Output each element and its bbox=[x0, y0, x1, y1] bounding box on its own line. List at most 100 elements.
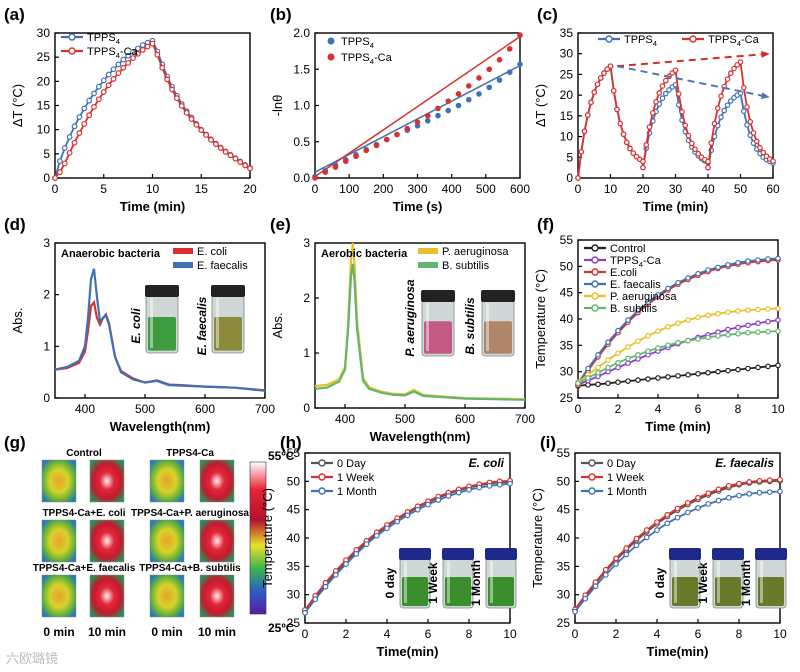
panel-f-legend-5-label: B. subtilis bbox=[610, 303, 658, 315]
panel-f-series-5-point-3 bbox=[605, 364, 611, 371]
panel-f-series-3-point-12 bbox=[695, 270, 701, 277]
panel-b-series-1-point-12 bbox=[435, 105, 441, 112]
panel-i-series-2-point-16 bbox=[736, 492, 742, 499]
panel-g-row-2-label-1: TPPS4-Ca+B. subtilis bbox=[139, 563, 241, 574]
panel-h-ytick-label-6: 55 bbox=[287, 446, 301, 460]
panel-f-series-5-point-13 bbox=[705, 334, 711, 341]
panel-f-series-0-point-2 bbox=[595, 381, 601, 388]
panel-c-ytick-label-7: 35 bbox=[560, 26, 574, 40]
panel-a-series-0-point-16 bbox=[130, 48, 136, 55]
panel-b-legend-0-marker bbox=[327, 37, 335, 45]
panel-i-series-1-point-5 bbox=[623, 545, 630, 552]
panel-i-series-1-point-18 bbox=[756, 477, 763, 484]
panel-f-series-5-point-5 bbox=[625, 355, 631, 362]
panel-f-legend-1-marker bbox=[591, 256, 599, 264]
panel-a-series-0-point-18 bbox=[139, 42, 146, 48]
panel-e-ytick-label-0: 0 bbox=[303, 401, 310, 415]
panel-e-title: Aerobic bacteria bbox=[321, 248, 408, 260]
panel-c-series-1-point-17 bbox=[630, 150, 637, 156]
panel-c-series-0-point-27 bbox=[659, 95, 666, 102]
panel-g-thermal-r1-c2 bbox=[149, 519, 185, 563]
panel-f-series-0-point-15 bbox=[725, 367, 731, 374]
panel-a-series-1-point-27 bbox=[183, 109, 190, 116]
panel-b-series-1-point-13 bbox=[445, 98, 452, 104]
panel-e-ylabel: Abs. bbox=[270, 312, 285, 338]
panel-d-ytick-label-0: 0 bbox=[43, 391, 50, 405]
panel-b-series-1-point-7 bbox=[383, 136, 390, 143]
panel-g-row-0-label-1: TPPS4-Ca bbox=[166, 448, 214, 459]
panel-f-series-1-point-17 bbox=[745, 322, 751, 329]
panel-c-ytick-label-6: 30 bbox=[560, 47, 574, 61]
panel-a-series-1-point-8 bbox=[91, 104, 97, 110]
panel-i-series-1-point-20 bbox=[777, 476, 783, 483]
panel-d-ytick-label-1: 1 bbox=[43, 339, 50, 353]
panel-h-series-2-point-0 bbox=[302, 609, 308, 616]
panel-i-legend-1-marker bbox=[588, 473, 596, 481]
panel-h-vial-1-cap bbox=[442, 548, 474, 560]
panel-g-thermal-r2-c1 bbox=[89, 574, 125, 618]
panel-b-xtick-label-5: 500 bbox=[476, 182, 496, 196]
panel-i-series-2-point-11 bbox=[684, 509, 691, 516]
panel-d-vial-label-1: E. faecalis bbox=[195, 296, 209, 355]
panel-c-series-1-point-23 bbox=[646, 124, 653, 130]
panel-g-scale-min: 25ºC bbox=[268, 621, 295, 635]
panel-i-series-2-point-12 bbox=[695, 505, 701, 511]
panel-a-series-1-point-19 bbox=[144, 43, 151, 50]
panel-d-xtick-label-1: 500 bbox=[135, 402, 155, 416]
panel-c-xtick-label-2: 20 bbox=[636, 182, 650, 196]
panel-d-series-1 bbox=[54, 268, 266, 392]
panel-a-series-1-point-3 bbox=[66, 149, 73, 156]
panel-c-series-1-point-2 bbox=[581, 128, 588, 135]
panel-a-series-1-point-36 bbox=[227, 152, 234, 159]
panel-b-xtick-label-0: 0 bbox=[312, 182, 319, 196]
panel-c-series-1-point-32 bbox=[675, 91, 682, 97]
panel-a-series-1-point-26 bbox=[178, 103, 185, 109]
panel-a-series-1-point-5 bbox=[76, 130, 83, 136]
panel-c-series-1-point-55 bbox=[747, 118, 754, 125]
panel-c-label: (c) bbox=[537, 5, 558, 24]
panel-g-row-1-label-0: TPPS4-Ca+E. coli bbox=[42, 508, 125, 519]
panel-i-series-2-point-3 bbox=[602, 571, 609, 578]
panel-f-legend-3-marker bbox=[591, 280, 599, 288]
panel-f-series-3-point-1 bbox=[585, 365, 591, 372]
panel-b-series-1-point-20 bbox=[517, 32, 523, 38]
panel-f-series-0-point-6 bbox=[635, 377, 641, 383]
panel-a-series-0-point-13 bbox=[115, 61, 122, 68]
panel-a-series-1-point-20 bbox=[149, 40, 156, 47]
panel-f-series-3-point-2 bbox=[595, 352, 601, 358]
panel-b-series-1-point-9 bbox=[404, 125, 411, 132]
panel-i-legend-2-marker bbox=[588, 487, 596, 495]
panel-b-xtick-label-1: 100 bbox=[339, 182, 359, 196]
panel-a-ytick-label-5: 25 bbox=[37, 50, 51, 64]
panel-c-ytick-label-5: 25 bbox=[560, 67, 574, 81]
panel-c-series-1-point-53 bbox=[740, 84, 747, 91]
panel-c-series-0-point-47 bbox=[721, 107, 728, 114]
panel-a-series-1-point-39 bbox=[242, 162, 249, 169]
panel-f-ytick-label-0: 25 bbox=[560, 391, 574, 405]
panel-i-series-2-point-15 bbox=[725, 494, 732, 501]
panel-c-series-1-point-8 bbox=[601, 70, 607, 76]
panel-c-series-1-point-36 bbox=[688, 140, 695, 147]
panel-f-ytick-label-3: 40 bbox=[560, 312, 574, 326]
panel-f-ytick-label-2: 35 bbox=[560, 338, 574, 352]
panel-i-xtick-label-2: 4 bbox=[654, 627, 661, 641]
panel-i-ytick-label-3: 40 bbox=[557, 531, 571, 545]
panel-h-series-2-point-5 bbox=[353, 550, 360, 557]
panel-i-xlabel: Time(min) bbox=[647, 644, 709, 659]
panel-b-xtick-label-2: 200 bbox=[373, 182, 393, 196]
panel-f-series-3-point-9 bbox=[665, 285, 671, 292]
panel-g-color-scale bbox=[249, 461, 267, 615]
panel-i-series-1-point-9 bbox=[664, 511, 671, 518]
panel-i-series-2-point-2 bbox=[592, 583, 599, 590]
panel-f-legend-0-marker bbox=[591, 244, 599, 252]
panel-f-series-1-point-16 bbox=[735, 324, 741, 331]
panel-i-ytick-label-5: 50 bbox=[557, 474, 571, 488]
panel-h-vial-0-shine bbox=[404, 561, 407, 603]
panel-a-series-1-point-34 bbox=[217, 145, 224, 151]
panel-b-series-1-point-0 bbox=[312, 175, 318, 181]
panel-c-series-1-point-5 bbox=[591, 89, 598, 96]
panel-a-series-0-point-10 bbox=[100, 77, 107, 84]
panel-c-series-1-point-50 bbox=[731, 65, 737, 72]
panel-d-ylabel: Abs. bbox=[10, 307, 25, 333]
panel-h-vial-1-shine bbox=[447, 561, 450, 603]
